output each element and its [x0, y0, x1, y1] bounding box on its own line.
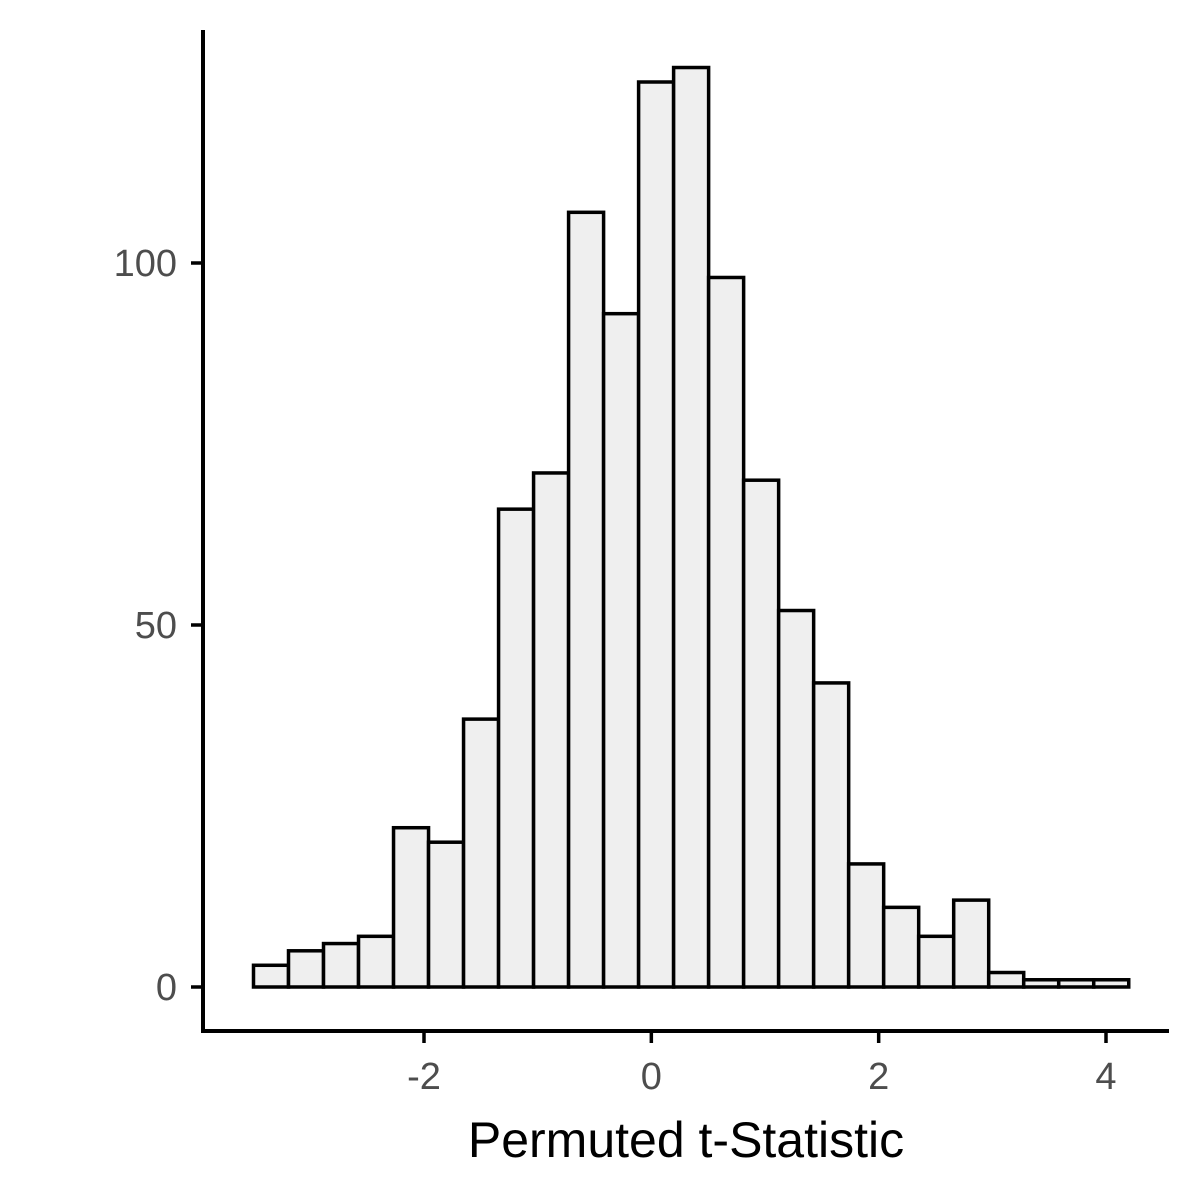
histogram-bar: [986, 970, 1026, 989]
histogram-bar: [846, 862, 886, 989]
histogram-bar: [496, 507, 536, 989]
histogram-bar: [566, 210, 606, 989]
y-tick-label: 100: [114, 243, 177, 285]
histogram-bar: [741, 478, 781, 989]
x-tick-label: 0: [641, 1056, 662, 1098]
bars-layer: [251, 65, 1131, 989]
histogram-bar: [951, 898, 991, 989]
y-tick-label: 50: [135, 605, 177, 647]
histogram-bar: [251, 963, 291, 989]
x-tick-label: 2: [868, 1056, 889, 1098]
histogram-bar: [811, 681, 851, 989]
histogram-bar: [636, 80, 676, 989]
histogram-bar: [321, 941, 361, 989]
histogram-bar: [426, 840, 466, 989]
histogram-bar: [881, 905, 921, 989]
histogram-bar: [461, 717, 501, 989]
histogram-bar: [1021, 978, 1061, 989]
axes-layer: 0 50 100 -2 0 2 4: [114, 30, 1169, 1098]
histogram-bar: [916, 934, 956, 989]
x-axis-title: Permuted t-Statistic: [468, 1112, 904, 1168]
histogram-bar: [391, 825, 431, 989]
x-tick-label: -2: [407, 1056, 441, 1098]
histogram-bar: [531, 471, 571, 989]
histogram-bar: [706, 275, 746, 989]
histogram-bar: [1091, 978, 1131, 989]
histogram-bar: [356, 934, 396, 989]
histogram-bar: [776, 608, 816, 989]
histogram-bar: [286, 949, 326, 989]
y-tick-label: 0: [156, 967, 177, 1009]
histogram-bar: [671, 65, 711, 989]
histogram-bar: [1056, 978, 1096, 989]
x-tick-label: 4: [1095, 1056, 1116, 1098]
histogram-bar: [601, 311, 641, 989]
